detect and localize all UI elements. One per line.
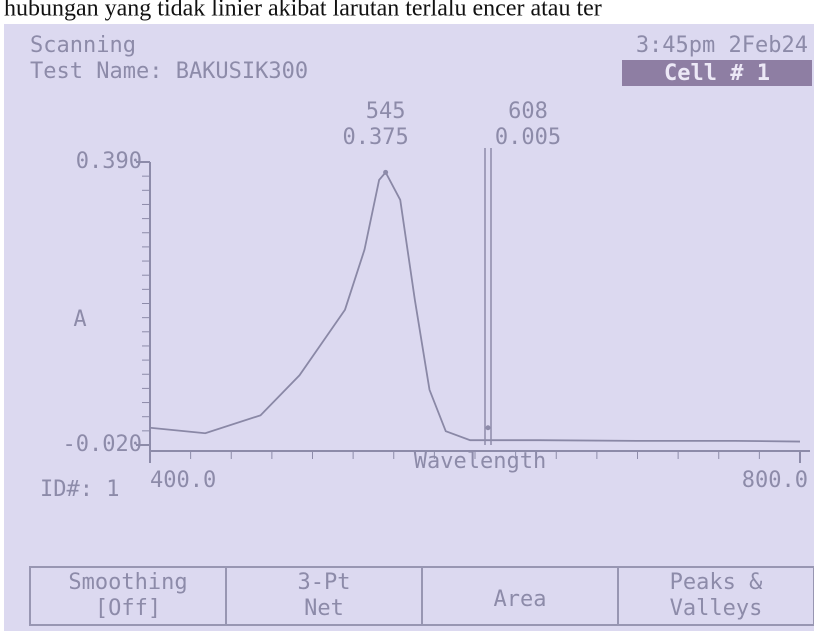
cursor-y: 0.005 xyxy=(495,125,561,150)
spectrum-line xyxy=(149,170,801,443)
cursor-x: 608 xyxy=(508,99,548,124)
id: ID#: 1 xyxy=(40,477,119,502)
cell: Cell # 1 xyxy=(664,61,770,86)
x-tick-label: 800.0 xyxy=(742,468,808,493)
y-tick-label: 0.390 xyxy=(76,149,142,174)
softkey-label[interactable]: Peaks & xyxy=(670,570,763,595)
softkey-label[interactable]: Smoothing xyxy=(68,570,187,595)
y-tick-label: -0.020 xyxy=(63,432,142,457)
cursor-point xyxy=(485,425,491,431)
x-axis-label: Wavelength xyxy=(414,449,546,474)
cursor-y: 0.375 xyxy=(343,125,409,150)
softkey-label[interactable]: [Off] xyxy=(95,596,161,621)
y-axis-label: A xyxy=(73,307,86,332)
status: Scanning xyxy=(30,33,136,58)
screen-bg xyxy=(4,24,814,631)
softkey-label[interactable]: Net xyxy=(304,596,344,621)
softkey-label[interactable]: 3-Pt xyxy=(298,570,351,595)
cursor-x: 545 xyxy=(366,99,406,124)
x-tick-label: 400.0 xyxy=(150,468,216,493)
datetime: 3:45pm 2Feb24 xyxy=(636,33,808,58)
cell-badge xyxy=(622,60,812,86)
softkey[interactable] xyxy=(617,566,814,626)
cursor-point xyxy=(383,169,389,175)
test-name: Test Name: BAKUSIK300 xyxy=(30,59,308,84)
softkey-label[interactable]: Valleys xyxy=(670,596,763,621)
softkey-label[interactable]: Area xyxy=(494,587,547,612)
caption: hubungan yang tidak linier akibat laruta… xyxy=(4,0,602,22)
